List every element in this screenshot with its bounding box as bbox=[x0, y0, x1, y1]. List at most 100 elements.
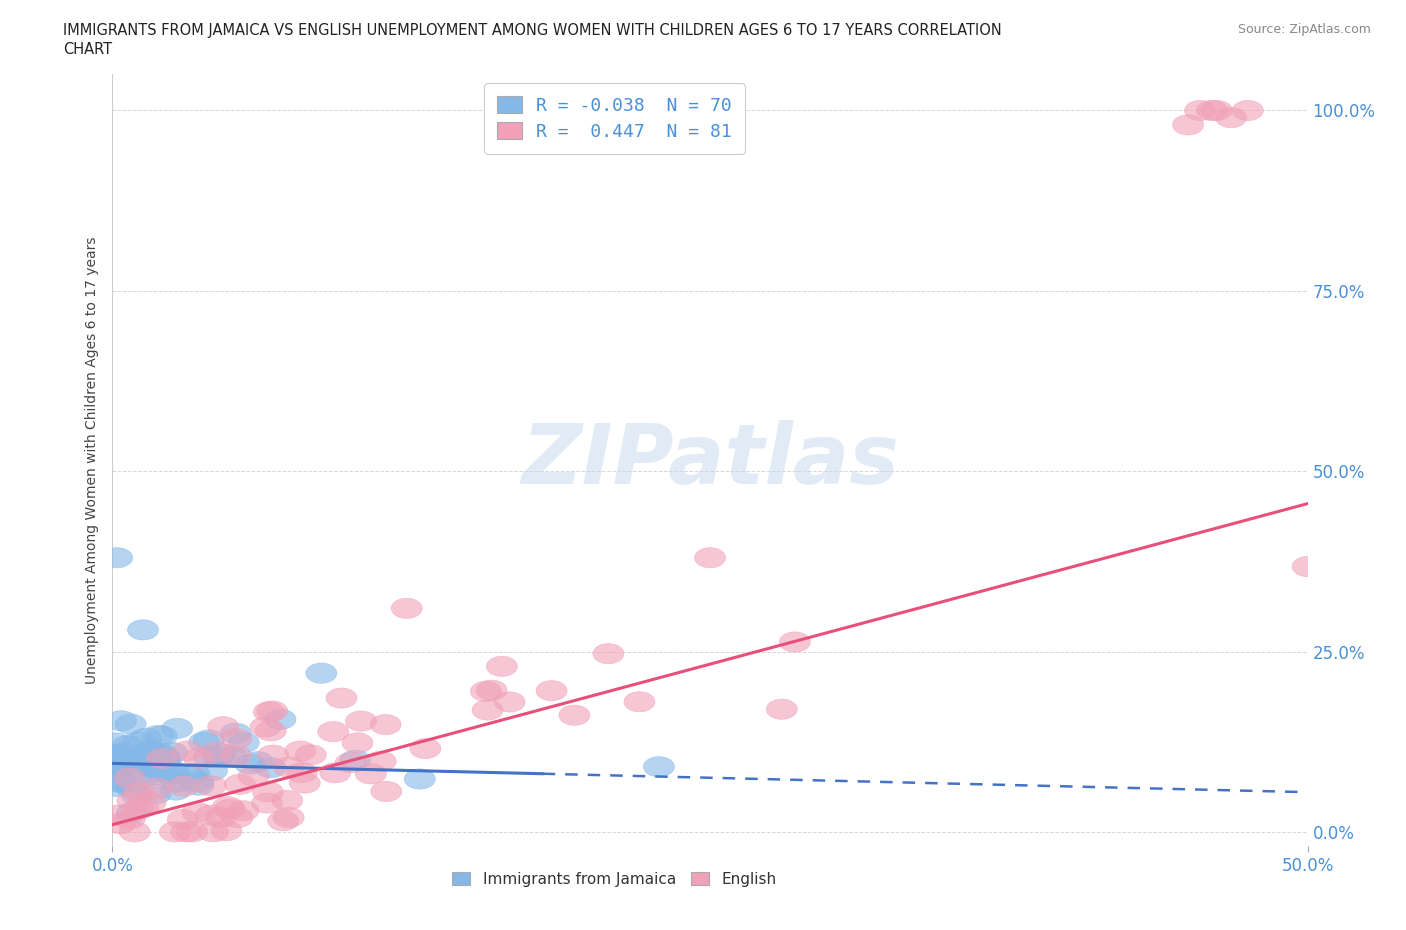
Ellipse shape bbox=[159, 822, 190, 842]
Ellipse shape bbox=[122, 732, 153, 752]
Ellipse shape bbox=[287, 763, 318, 783]
Ellipse shape bbox=[100, 760, 131, 779]
Ellipse shape bbox=[225, 775, 256, 794]
Ellipse shape bbox=[342, 733, 373, 753]
Ellipse shape bbox=[148, 762, 179, 782]
Ellipse shape bbox=[766, 699, 797, 719]
Ellipse shape bbox=[104, 744, 135, 764]
Ellipse shape bbox=[121, 785, 152, 804]
Text: CHART: CHART bbox=[63, 42, 112, 57]
Ellipse shape bbox=[124, 749, 155, 769]
Ellipse shape bbox=[146, 726, 177, 746]
Ellipse shape bbox=[155, 764, 186, 785]
Ellipse shape bbox=[100, 733, 131, 753]
Ellipse shape bbox=[170, 822, 201, 842]
Ellipse shape bbox=[183, 749, 215, 768]
Ellipse shape bbox=[356, 764, 387, 784]
Ellipse shape bbox=[115, 714, 146, 734]
Ellipse shape bbox=[134, 757, 165, 777]
Ellipse shape bbox=[409, 738, 441, 759]
Ellipse shape bbox=[477, 680, 508, 700]
Ellipse shape bbox=[177, 822, 208, 842]
Ellipse shape bbox=[221, 746, 252, 765]
Ellipse shape bbox=[146, 749, 177, 769]
Ellipse shape bbox=[1201, 100, 1232, 121]
Ellipse shape bbox=[779, 631, 810, 652]
Ellipse shape bbox=[101, 548, 132, 568]
Ellipse shape bbox=[370, 714, 401, 735]
Ellipse shape bbox=[1232, 100, 1264, 121]
Ellipse shape bbox=[120, 822, 150, 842]
Ellipse shape bbox=[128, 619, 159, 640]
Ellipse shape bbox=[346, 711, 377, 731]
Ellipse shape bbox=[536, 681, 567, 701]
Ellipse shape bbox=[558, 705, 591, 725]
Ellipse shape bbox=[150, 751, 181, 772]
Text: ZIPatlas: ZIPatlas bbox=[522, 419, 898, 501]
Ellipse shape bbox=[162, 718, 193, 738]
Ellipse shape bbox=[267, 811, 298, 830]
Ellipse shape bbox=[127, 752, 157, 773]
Ellipse shape bbox=[305, 663, 337, 684]
Ellipse shape bbox=[391, 598, 422, 618]
Ellipse shape bbox=[273, 757, 304, 777]
Ellipse shape bbox=[131, 728, 162, 749]
Ellipse shape bbox=[228, 801, 259, 821]
Ellipse shape bbox=[100, 777, 131, 797]
Ellipse shape bbox=[252, 782, 284, 802]
Ellipse shape bbox=[195, 776, 226, 796]
Ellipse shape bbox=[235, 754, 266, 774]
Ellipse shape bbox=[254, 758, 285, 777]
Ellipse shape bbox=[112, 736, 143, 755]
Ellipse shape bbox=[195, 805, 226, 825]
Ellipse shape bbox=[405, 769, 436, 789]
Ellipse shape bbox=[174, 766, 205, 787]
Ellipse shape bbox=[1173, 114, 1204, 135]
Ellipse shape bbox=[318, 722, 349, 742]
Ellipse shape bbox=[159, 762, 190, 782]
Ellipse shape bbox=[136, 755, 167, 776]
Ellipse shape bbox=[472, 700, 503, 720]
Ellipse shape bbox=[162, 772, 193, 792]
Ellipse shape bbox=[205, 744, 236, 764]
Ellipse shape bbox=[104, 814, 135, 833]
Ellipse shape bbox=[107, 743, 138, 763]
Ellipse shape bbox=[273, 807, 304, 828]
Ellipse shape bbox=[124, 756, 155, 777]
Text: IMMIGRANTS FROM JAMAICA VS ENGLISH UNEMPLOYMENT AMONG WOMEN WITH CHILDREN AGES 6: IMMIGRANTS FROM JAMAICA VS ENGLISH UNEMP… bbox=[63, 23, 1002, 38]
Ellipse shape bbox=[194, 748, 225, 767]
Ellipse shape bbox=[254, 721, 287, 741]
Ellipse shape bbox=[593, 644, 624, 664]
Ellipse shape bbox=[221, 729, 252, 749]
Ellipse shape bbox=[319, 763, 350, 783]
Ellipse shape bbox=[100, 760, 131, 780]
Ellipse shape bbox=[141, 748, 172, 768]
Ellipse shape bbox=[101, 750, 132, 770]
Ellipse shape bbox=[366, 751, 396, 771]
Ellipse shape bbox=[201, 742, 232, 763]
Ellipse shape bbox=[1184, 100, 1216, 121]
Ellipse shape bbox=[156, 742, 187, 763]
Ellipse shape bbox=[197, 761, 228, 780]
Ellipse shape bbox=[215, 799, 246, 819]
Ellipse shape bbox=[142, 725, 173, 746]
Text: Source: ZipAtlas.com: Source: ZipAtlas.com bbox=[1237, 23, 1371, 36]
Ellipse shape bbox=[205, 807, 236, 828]
Ellipse shape bbox=[135, 792, 166, 813]
Ellipse shape bbox=[250, 717, 281, 737]
Ellipse shape bbox=[211, 820, 242, 841]
Ellipse shape bbox=[253, 702, 284, 722]
Ellipse shape bbox=[143, 758, 174, 778]
Ellipse shape bbox=[167, 809, 198, 830]
Ellipse shape bbox=[135, 741, 166, 761]
Ellipse shape bbox=[107, 772, 138, 792]
Ellipse shape bbox=[160, 780, 191, 800]
Ellipse shape bbox=[644, 757, 675, 777]
Ellipse shape bbox=[183, 772, 214, 792]
Ellipse shape bbox=[141, 784, 172, 804]
Ellipse shape bbox=[128, 797, 159, 817]
Ellipse shape bbox=[1292, 556, 1323, 577]
Ellipse shape bbox=[198, 822, 229, 842]
Ellipse shape bbox=[128, 766, 159, 787]
Ellipse shape bbox=[326, 688, 357, 709]
